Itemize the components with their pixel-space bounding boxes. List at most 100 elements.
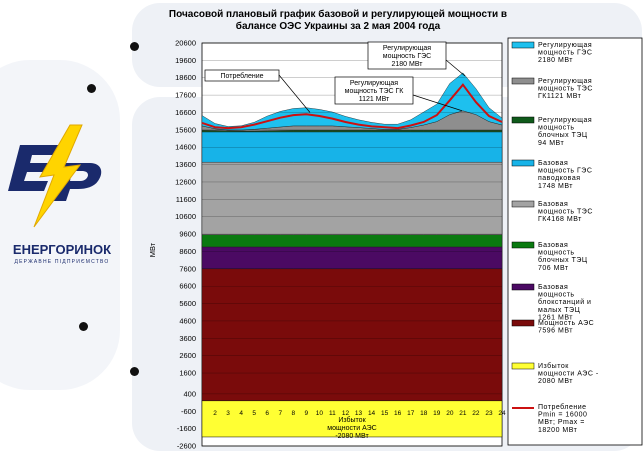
consumption-line	[201, 83, 503, 130]
excess-label: Избыток мощности АЭС -2080 МВт	[327, 416, 376, 440]
y-tick-label: 8600	[179, 247, 196, 256]
y-tick-label: 9600	[179, 230, 196, 239]
y-tick-label: 20600	[175, 39, 196, 48]
annotation-tes: Регулирующая мощность ТЭС ГК 1121 МВт	[345, 80, 405, 103]
y-tick-label: -600	[181, 407, 196, 416]
x-tick-label: 18	[420, 410, 428, 417]
x-tick-label: 11	[329, 410, 336, 417]
legend-item-label-line: 94 МВт	[538, 140, 564, 147]
x-tick-label: 12	[342, 410, 350, 417]
x-tick-label: 2	[213, 410, 217, 417]
y-tick-label: 1600	[179, 369, 196, 378]
legend-swatch	[511, 283, 535, 291]
legend-swatch	[511, 116, 535, 124]
annotation-tes-pointer	[412, 94, 463, 112]
annotation-tes-line: 1121 МВт	[359, 96, 390, 103]
y-tick-label: -2600	[177, 442, 196, 451]
y-tick-label: 13600	[175, 160, 196, 169]
legend-item-label-line: мощность	[538, 250, 575, 257]
x-tick-label: 21	[459, 410, 467, 417]
legend-item-label-line: Базовая	[538, 160, 568, 167]
legend-item-label-line: ГК4168 МВт	[538, 216, 582, 223]
legend-item-label-line: Базовая	[538, 284, 568, 291]
legend-item-label-line: Базовая	[538, 242, 568, 249]
y-axis-label: МВт	[148, 242, 157, 257]
excess-label-line: мощности АЭС	[327, 425, 376, 432]
x-tick-label: 10	[316, 410, 324, 417]
area-series-2	[201, 234, 503, 248]
legend-item-label-line: Избыток	[538, 362, 569, 370]
legend-item-label-line: Регулирующая	[538, 42, 592, 49]
legend-swatch	[511, 362, 535, 370]
y-tick-label: 400	[183, 389, 196, 398]
y-tick-label: 6600	[179, 282, 196, 291]
background-panel-left	[0, 60, 120, 390]
y-tick-label: 4600	[179, 316, 196, 325]
x-tick-label: 4	[239, 410, 243, 417]
legend-item-label-line: 1748 МВт	[538, 183, 573, 190]
x-tick-label: 5	[252, 410, 256, 417]
legend-item-label: Базовая мощность ТЭС ГК4168 МВт	[538, 201, 593, 223]
legend-item-label: Базовая мощность блокстанций и малых ТЭЦ 126…	[538, 284, 591, 321]
annotation-ges-pointer	[445, 59, 466, 77]
legend-item-label-line: Базовая	[538, 201, 568, 208]
legend-item-label: Мощность АЭС 7596 МВт	[538, 320, 594, 335]
legend-item-label-line: мощность ТЭС	[538, 209, 593, 216]
x-tick-label: 14	[368, 410, 376, 417]
legend-item-label-line: мощность ГЭС	[538, 168, 592, 175]
area-series-1	[201, 246, 503, 269]
legend-item-label-line: МВт; Pmax =	[538, 419, 585, 426]
legend-item-label-line: малых ТЭЦ	[538, 307, 581, 314]
company-logo	[0, 115, 120, 275]
x-tick-label: 13	[355, 410, 363, 417]
legend-item-label-line: паводковая	[538, 175, 581, 182]
bullet-dot	[130, 367, 139, 376]
legend-item-label-line: мощности АЭС -	[538, 371, 599, 378]
bullet-dot	[79, 322, 88, 331]
legend-item-label-line: Потребление	[538, 403, 587, 411]
y-tick-label: 17600	[175, 91, 196, 100]
y-tick-label: 11600	[176, 195, 196, 204]
legend-item-label-line: мощность	[538, 125, 575, 132]
legend-item-label-line: Pmin = 16000	[538, 412, 587, 419]
x-tick-label: 17	[407, 410, 415, 417]
excess-label-line: Избыток	[338, 416, 366, 424]
company-name: ЕНЕРГОРИНОК	[12, 242, 112, 257]
x-tick-label: 8	[291, 410, 295, 417]
y-tick-label: 3600	[179, 334, 196, 343]
x-tick-label: 24	[498, 410, 506, 417]
annotation-ges-line: Регулирующая	[383, 45, 431, 52]
legend-item-label-line: ГК1121 МВт	[538, 93, 582, 100]
legend-item-label: Потребление Pmin = 16000 МВт; Pmax = 18200 …	[538, 403, 587, 434]
lightning-logo-icon	[8, 124, 102, 228]
legend-item-label: Базовая мощность ГЭС паводковая 1748 МВт	[538, 160, 592, 190]
area-series-3	[201, 162, 503, 235]
x-tick-label: 9	[305, 410, 309, 417]
x-tick-label: 16	[394, 410, 402, 417]
x-tick-label: 22	[472, 410, 480, 417]
legend-item-label-line: Регулирующая	[538, 78, 592, 85]
x-tick-label: 15	[381, 410, 389, 417]
legend-swatch	[511, 159, 535, 167]
legend-item-label-line: блокстанций и	[538, 298, 591, 306]
annotation-tes-line: мощность ТЭС ГК	[345, 88, 405, 95]
legend-item-label-line: Регулирующая	[538, 117, 592, 124]
legend-item-label-line: блочных ТЭЦ	[538, 256, 588, 264]
legend-item-label-line: 2080 МВт	[538, 378, 573, 385]
legend-item-label: Регулирующая мощность блочных ТЭЦ 94 МВт	[538, 117, 592, 147]
annotation-ges-line: 2180 МВт	[392, 61, 424, 68]
legend-item-label: Регулирующая мощность ТЭС ГК1121 МВт	[538, 78, 593, 100]
annotation-consumption: Потребление	[220, 72, 263, 80]
y-tick-label: 10600	[175, 212, 196, 221]
bullet-dot	[130, 42, 139, 51]
y-tick-label: 15600	[175, 125, 196, 134]
x-tick-label: 3	[226, 410, 230, 417]
legend-item-label-line: 2180 МВт	[538, 57, 573, 64]
y-tick-label: 7600	[179, 264, 196, 273]
excess-label-line: -2080 МВт	[335, 433, 369, 440]
legend-item-label-line: 7596 МВт	[538, 328, 573, 335]
legend-item-label-line: мощность ТЭС	[538, 86, 593, 93]
company-subtitle: ДЕРЖАВНЕ ПІДПРИЄМСТВО	[14, 259, 110, 265]
x-tick-label: 23	[485, 410, 493, 417]
legend-item-label-line: мощность	[538, 292, 575, 299]
